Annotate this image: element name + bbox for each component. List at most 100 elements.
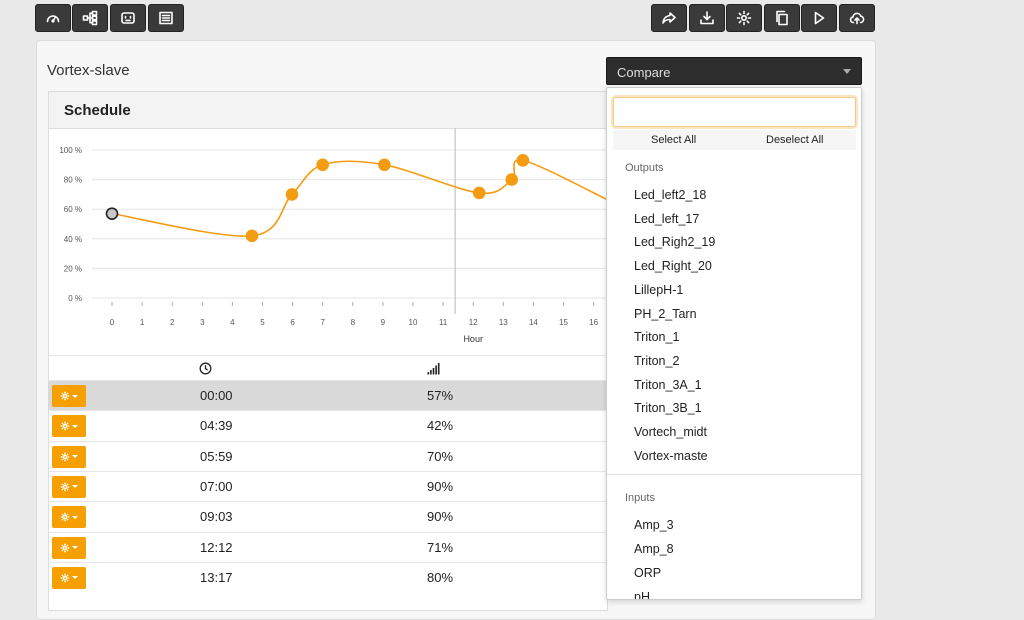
x-tick-label: 3 bbox=[200, 318, 205, 327]
dropdown-option[interactable]: pH bbox=[634, 589, 650, 600]
row-value: 90% bbox=[427, 509, 454, 525]
compare-select[interactable]: Compare bbox=[606, 57, 862, 85]
download-button[interactable] bbox=[689, 4, 725, 32]
x-tick-label: 14 bbox=[529, 318, 538, 327]
table-row[interactable]: 12:12 71% bbox=[48, 531, 606, 562]
data-point[interactable] bbox=[516, 154, 530, 167]
chevron-down-icon bbox=[843, 69, 851, 74]
gear-icon bbox=[736, 10, 752, 26]
y-tick-label: 100 % bbox=[59, 146, 82, 155]
gauge-icon bbox=[46, 15, 60, 23]
play-button[interactable] bbox=[801, 4, 837, 32]
upload-button[interactable] bbox=[839, 4, 875, 32]
row-actions-button[interactable] bbox=[52, 415, 86, 438]
y-tick-label: 60 % bbox=[64, 205, 82, 214]
select-all-button[interactable]: Select All bbox=[651, 134, 697, 146]
dropdown-option[interactable]: Triton_3B_1 bbox=[634, 401, 702, 416]
dropdown-option[interactable]: Vortech_midt bbox=[634, 425, 707, 439]
cloud-upload-icon bbox=[849, 12, 865, 25]
compare-search-input[interactable] bbox=[613, 97, 856, 127]
x-tick-label: 12 bbox=[469, 318, 478, 327]
row-time: 13:17 bbox=[200, 569, 233, 585]
row-actions-button[interactable] bbox=[52, 445, 86, 468]
dropdown-option[interactable]: Led_left_17 bbox=[634, 211, 700, 226]
dropdown-option[interactable]: PH_2_Tarn bbox=[634, 306, 697, 321]
schedule-header: Schedule bbox=[49, 92, 607, 129]
y-tick-label: 40 % bbox=[64, 235, 82, 244]
x-tick-label: 16 bbox=[589, 318, 598, 327]
dropdown-option[interactable]: Vortex-maste bbox=[634, 448, 708, 463]
dropdown-option[interactable]: ORP bbox=[634, 565, 662, 580]
caret-down-icon bbox=[72, 485, 78, 489]
row-actions-button[interactable] bbox=[52, 536, 86, 559]
y-tick-label: 20 % bbox=[64, 264, 82, 273]
copy-button[interactable] bbox=[764, 4, 800, 32]
caret-down-icon bbox=[72, 394, 78, 398]
caret-down-icon bbox=[72, 424, 78, 428]
row-value: 80% bbox=[427, 569, 454, 585]
dashboard-button[interactable] bbox=[35, 4, 71, 32]
caret-down-icon bbox=[72, 546, 78, 549]
table-row[interactable]: 00:00 57% bbox=[48, 380, 606, 410]
x-tick-label: 7 bbox=[320, 318, 325, 327]
data-point[interactable] bbox=[472, 186, 486, 200]
dropdown-option[interactable]: Led_Right_20 bbox=[634, 259, 712, 274]
dropdown-option[interactable]: Triton_3A_1 bbox=[634, 377, 702, 392]
row-value: 71% bbox=[427, 539, 454, 555]
outlets-button[interactable] bbox=[110, 4, 146, 32]
schedule-chart[interactable]: 0 %20 %40 %60 %80 %100 %0 1 2 3 4 5 6 7 8 9 10 11 12… bbox=[48, 128, 606, 348]
compare-dropdown: Select All Deselect All Outputs Led_left2… bbox=[606, 87, 862, 600]
data-point[interactable] bbox=[245, 229, 259, 243]
dropdown-option[interactable]: Amp_8 bbox=[634, 542, 674, 557]
table-row[interactable]: 05:59 70% bbox=[48, 440, 606, 471]
x-tick-label: 5 bbox=[260, 318, 265, 327]
table-row[interactable]: 09:03 90% bbox=[48, 501, 606, 531]
signal-icon bbox=[427, 363, 440, 375]
dropdown-option[interactable]: Triton_2 bbox=[634, 353, 680, 368]
row-actions-button[interactable] bbox=[52, 475, 86, 498]
gear-icon bbox=[60, 422, 70, 431]
row-actions-button[interactable] bbox=[52, 506, 86, 529]
table-row[interactable]: 13:17 80% bbox=[48, 561, 606, 592]
share-icon bbox=[662, 12, 676, 24]
deselect-all-button[interactable]: Deselect All bbox=[766, 134, 824, 146]
list-button[interactable] bbox=[148, 4, 184, 32]
gear-icon bbox=[60, 452, 70, 461]
connectors-button[interactable] bbox=[72, 4, 108, 32]
table-row[interactable]: 04:39 42% bbox=[48, 410, 606, 440]
dropdown-option[interactable]: Led_Righ2_19 bbox=[634, 235, 716, 250]
settings-button[interactable] bbox=[726, 4, 762, 32]
y-tick-label: 80 % bbox=[64, 176, 82, 185]
data-point[interactable] bbox=[316, 158, 330, 172]
row-time: 07:00 bbox=[200, 478, 233, 494]
table-header bbox=[48, 355, 606, 380]
data-point[interactable] bbox=[285, 188, 299, 201]
dropdown-option[interactable]: Led_left2_18 bbox=[634, 188, 707, 202]
play-icon bbox=[814, 11, 825, 25]
share-button[interactable] bbox=[651, 4, 687, 32]
select-actions: Select All Deselect All bbox=[613, 130, 856, 150]
row-actions-button[interactable] bbox=[52, 566, 86, 589]
x-tick-label: 15 bbox=[559, 318, 568, 327]
x-tick-label: 4 bbox=[230, 318, 235, 327]
row-value: 70% bbox=[427, 448, 454, 464]
list-icon bbox=[159, 11, 173, 25]
row-value: 57% bbox=[427, 388, 454, 403]
row-actions-button[interactable] bbox=[52, 385, 86, 407]
dropdown-group-label: Outputs bbox=[625, 162, 664, 174]
dropdown-option[interactable]: Triton_1 bbox=[634, 330, 680, 345]
x-tick-label: 1 bbox=[140, 318, 145, 327]
schedule-title: Schedule bbox=[64, 102, 131, 119]
row-time: 04:39 bbox=[200, 418, 233, 434]
sitemap-icon bbox=[82, 10, 98, 26]
row-time: 05:59 bbox=[200, 448, 233, 464]
gear-icon bbox=[60, 573, 70, 582]
selected-data-point[interactable] bbox=[105, 207, 119, 220]
data-point[interactable] bbox=[505, 173, 519, 186]
dropdown-group-label: Inputs bbox=[625, 492, 655, 505]
dropdown-option[interactable]: LillepH-1 bbox=[634, 282, 684, 297]
dropdown-option[interactable]: Amp_3 bbox=[634, 518, 674, 533]
table-row[interactable]: 07:00 90% bbox=[48, 470, 606, 501]
data-point[interactable] bbox=[378, 158, 391, 172]
caret-down-icon bbox=[72, 576, 78, 580]
